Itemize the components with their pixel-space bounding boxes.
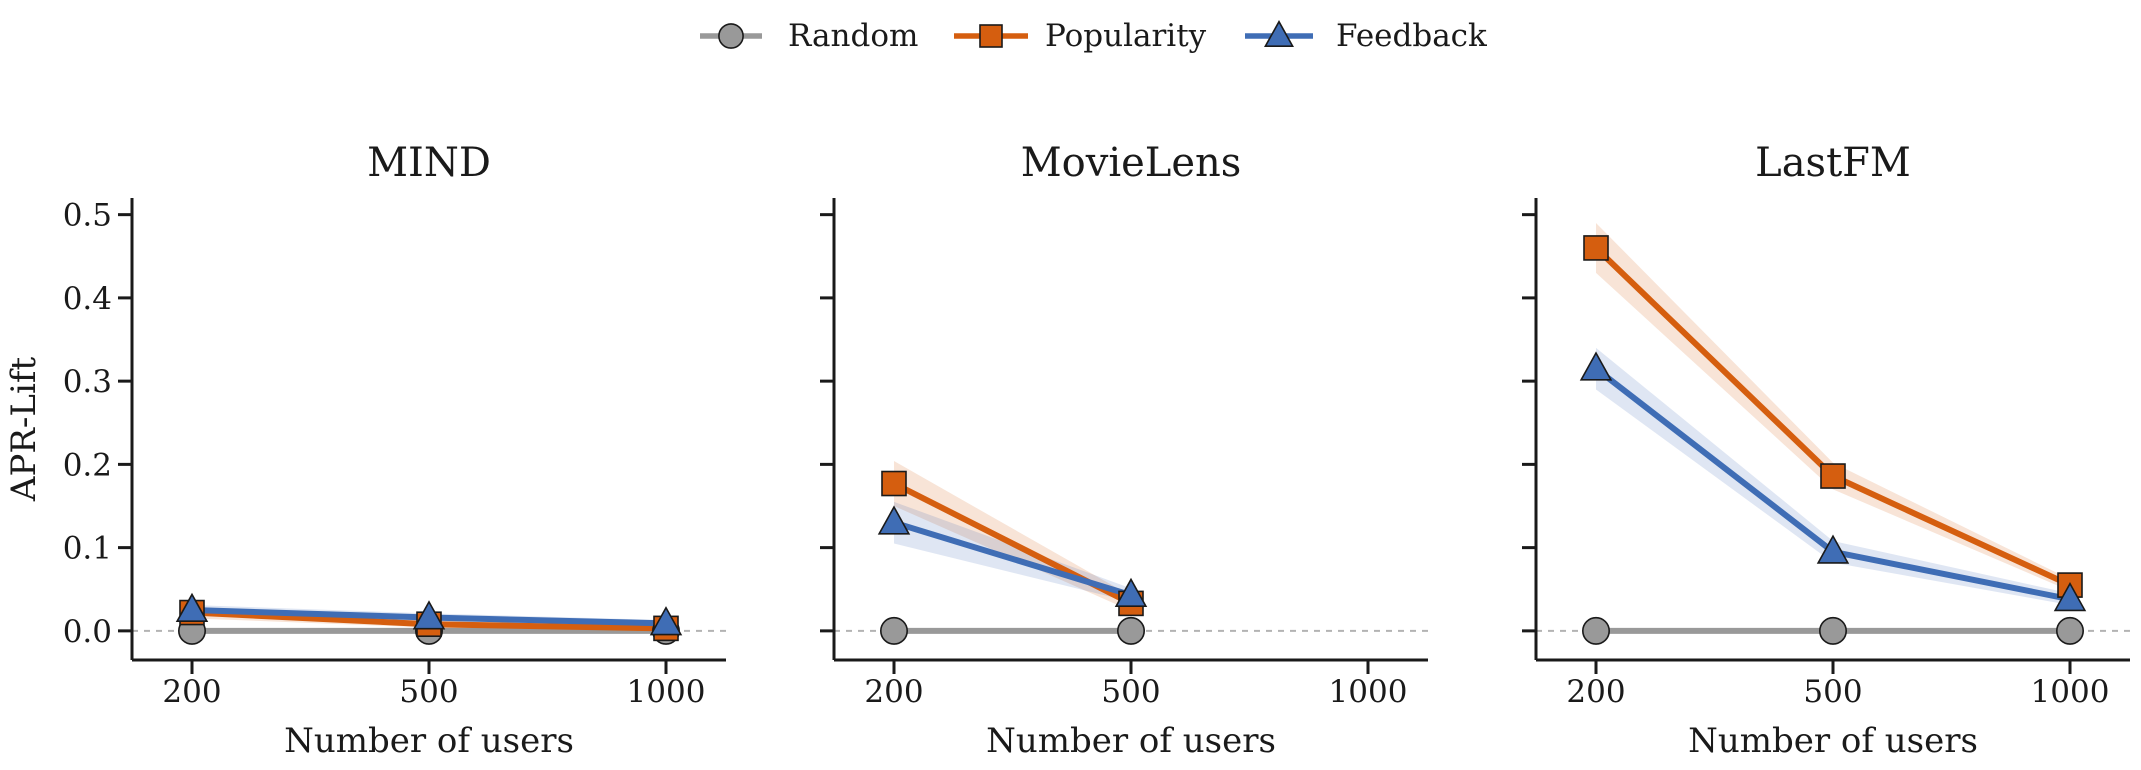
point-popularity-200 [1583, 235, 1609, 261]
point-random-1000 [2056, 616, 2085, 645]
x-tick-label: 1000 [2031, 674, 2110, 710]
legend-item-feedback: Feedback [1245, 18, 1487, 54]
legend: Random Popularity Feedback [700, 18, 1487, 54]
x-tick-label: 500 [399, 674, 458, 710]
y-tick-label: 0.3 [63, 364, 112, 400]
y-tick-label: 0.1 [63, 531, 112, 567]
x-tick-label: 200 [1566, 674, 1625, 710]
x-axis-label: Number of users [284, 721, 574, 761]
point-feedback-500 [412, 600, 446, 630]
panel-movielens: MovieLens 200 500 1000 Number of users [820, 140, 1428, 761]
legend-marker-random [718, 23, 744, 49]
legend-label-random: Random [788, 18, 918, 54]
panel-lastfm: LastFM 200 500 1000 Number of users [1522, 140, 2130, 761]
panel-title: MovieLens [1021, 140, 1242, 186]
x-tick-label: 1000 [1329, 674, 1408, 710]
panel-title: LastFM [1755, 140, 1911, 186]
y-tick-label: 0.2 [63, 447, 112, 483]
x-axis-label: Number of users [986, 721, 1276, 761]
y-tick-label: 0.4 [63, 281, 112, 317]
legend-marker-popularity [979, 24, 1003, 48]
point-feedback-1000 [2053, 581, 2087, 612]
panel-mind: MIND 0.0 0.1 0.2 0.3 0.4 0.5 200 500 1000 Number o… [4, 140, 726, 761]
y-tick-label: 0.5 [63, 198, 112, 234]
point-feedback-500 [1114, 577, 1148, 608]
chart-panels: MIND 0.0 0.1 0.2 0.3 0.4 0.5 200 500 1000 Number o… [4, 140, 2130, 761]
point-feedback-200 [877, 505, 911, 535]
point-random-500 [1819, 616, 1848, 645]
point-feedback-200 [175, 592, 209, 623]
x-tick-label: 500 [1803, 674, 1862, 710]
point-random-200 [879, 616, 908, 645]
x-tick-label: 200 [864, 674, 923, 710]
legend-label-popularity: Popularity [1045, 18, 1207, 54]
panel-title: MIND [367, 140, 491, 186]
point-random-200 [1582, 616, 1611, 645]
point-popularity-500 [1820, 463, 1846, 489]
point-popularity-200 [881, 470, 907, 497]
point-random-500 [1117, 616, 1146, 645]
x-tick-label: 1000 [627, 674, 706, 710]
y-axis-label: APR-Lift [4, 357, 44, 503]
x-tick-label: 200 [162, 674, 221, 710]
series-line-feedback [893, 519, 1132, 598]
x-tick-label: 500 [1101, 674, 1160, 710]
point-feedback-500 [1816, 534, 1850, 564]
legend-label-feedback: Feedback [1336, 18, 1487, 54]
y-tick-label: 0.0 [63, 614, 112, 650]
legend-marker-feedback [1264, 20, 1294, 48]
point-feedback-200 [1579, 351, 1613, 381]
legend-item-random: Random [700, 18, 918, 54]
point-feedback-1000 [649, 606, 683, 636]
legend-item-popularity: Popularity [954, 18, 1207, 54]
x-axis-label: Number of users [1688, 721, 1978, 761]
